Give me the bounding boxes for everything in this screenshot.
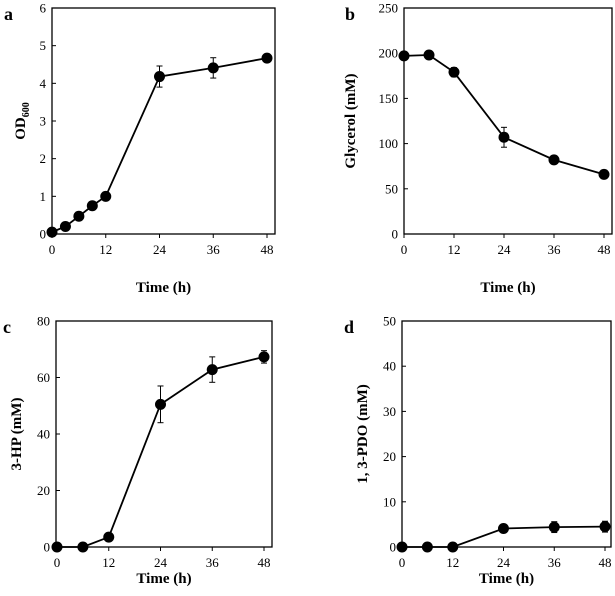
y-tick-label: 0 xyxy=(392,227,399,242)
data-point xyxy=(46,226,58,238)
x-tick-label: 36 xyxy=(206,555,220,570)
x-tick-label: 12 xyxy=(102,555,115,570)
panel-letter: a xyxy=(4,4,13,24)
data-point xyxy=(261,52,273,64)
panel-c: c 0 20 40 60 80 0 12 24 36 48 Time (h) 3-HP (mM) xyxy=(3,314,273,587)
y-axis-label: 1, 3-PDO (mM) xyxy=(355,384,371,484)
y-tick-label: 2 xyxy=(40,151,47,166)
data-point xyxy=(100,190,112,202)
data-point xyxy=(51,541,63,553)
x-tick-label: 24 xyxy=(154,555,168,570)
data-point xyxy=(548,521,560,533)
y-tick-label: 10 xyxy=(383,494,396,509)
y-tick-label: 6 xyxy=(40,1,47,16)
y-tick-label: 100 xyxy=(379,136,399,151)
y-tick-label: 40 xyxy=(383,359,396,374)
plot-frame xyxy=(51,7,276,235)
data-point xyxy=(398,50,410,62)
data-point xyxy=(599,521,611,533)
panel-d: d 0 10 20 30 40 50 0 12 24 36 48 Time (h) 1, 3-PDO (m… xyxy=(344,314,612,587)
y-tick-label: 50 xyxy=(383,314,396,329)
x-tick-label: 36 xyxy=(548,242,562,257)
y-tick-label: 0 xyxy=(44,540,51,555)
y-axis-label: 3-HP (mM) xyxy=(9,398,25,471)
y-tick-label: 80 xyxy=(37,314,50,329)
x-tick-label: 48 xyxy=(598,242,611,257)
panel-letter: d xyxy=(344,317,354,337)
x-axis-label: Time (h) xyxy=(136,571,191,587)
x-tick-label: 36 xyxy=(207,242,221,257)
data-point xyxy=(77,541,89,553)
data-point xyxy=(155,398,166,410)
x-tick-label: 48 xyxy=(258,555,271,570)
plot-frame xyxy=(401,320,612,548)
data-point xyxy=(206,364,218,376)
x-tick-label: 12 xyxy=(99,242,112,257)
data-point xyxy=(258,351,270,363)
y-tick-label: 250 xyxy=(379,1,399,16)
data-point xyxy=(598,168,610,180)
data-point xyxy=(154,71,165,83)
y-tick-label: 60 xyxy=(37,370,50,385)
data-point xyxy=(73,210,85,222)
y-tick-label: 0 xyxy=(40,227,47,242)
y-tick-label: 5 xyxy=(40,38,47,53)
y-tick-label: 1 xyxy=(40,189,47,204)
x-tick-label: 0 xyxy=(399,555,406,570)
y-axis-label-subscript: 600 xyxy=(21,102,32,117)
y-tick-label: 3 xyxy=(40,114,47,129)
y-tick-label: 4 xyxy=(40,76,47,91)
x-tick-label: 48 xyxy=(599,555,612,570)
data-point xyxy=(86,200,98,212)
x-tick-label: 36 xyxy=(548,555,562,570)
x-axis-label: Time (h) xyxy=(479,571,534,587)
y-tick-label: 20 xyxy=(383,449,396,464)
data-point xyxy=(448,66,460,78)
x-tick-label: 24 xyxy=(498,242,512,257)
x-tick-label: 24 xyxy=(497,555,511,570)
data-point xyxy=(59,220,71,232)
y-tick-label: 200 xyxy=(379,46,399,61)
plot-frame xyxy=(403,7,613,235)
data-point xyxy=(548,154,560,166)
x-tick-label: 12 xyxy=(448,242,461,257)
y-tick-label: 40 xyxy=(37,427,50,442)
data-point xyxy=(207,62,219,74)
data-point xyxy=(498,522,509,534)
data-point xyxy=(498,131,510,143)
panel-b: b 0 50 100 150 200 250 0 12 24 36 48 Time (h) Glycero… xyxy=(343,1,613,296)
y-tick-label: 0 xyxy=(390,540,397,555)
data-point xyxy=(396,541,408,553)
data-point xyxy=(423,49,435,61)
x-axis-label: Time (h) xyxy=(480,280,535,296)
y-axis-label: OD600 xyxy=(13,102,32,140)
data-point xyxy=(103,531,115,543)
y-tick-label: 50 xyxy=(385,181,398,196)
series-line xyxy=(57,356,265,548)
x-tick-label: 0 xyxy=(49,242,56,257)
data-point xyxy=(447,541,459,553)
y-tick-label: 150 xyxy=(379,91,399,106)
panel-letter: c xyxy=(3,317,11,337)
y-tick-label: 20 xyxy=(37,483,50,498)
y-axis-label: Glycerol (mM) xyxy=(343,73,359,168)
panel-letter: b xyxy=(345,4,355,24)
x-tick-label: 0 xyxy=(401,242,408,257)
data-point xyxy=(421,541,433,553)
series-line xyxy=(403,54,605,176)
plot-frame xyxy=(55,320,273,548)
x-tick-label: 24 xyxy=(153,242,167,257)
x-tick-label: 0 xyxy=(54,555,61,570)
x-axis-label: Time (h) xyxy=(136,280,191,296)
y-tick-label: 30 xyxy=(383,404,396,419)
x-tick-label: 12 xyxy=(446,555,459,570)
x-tick-label: 48 xyxy=(261,242,274,257)
